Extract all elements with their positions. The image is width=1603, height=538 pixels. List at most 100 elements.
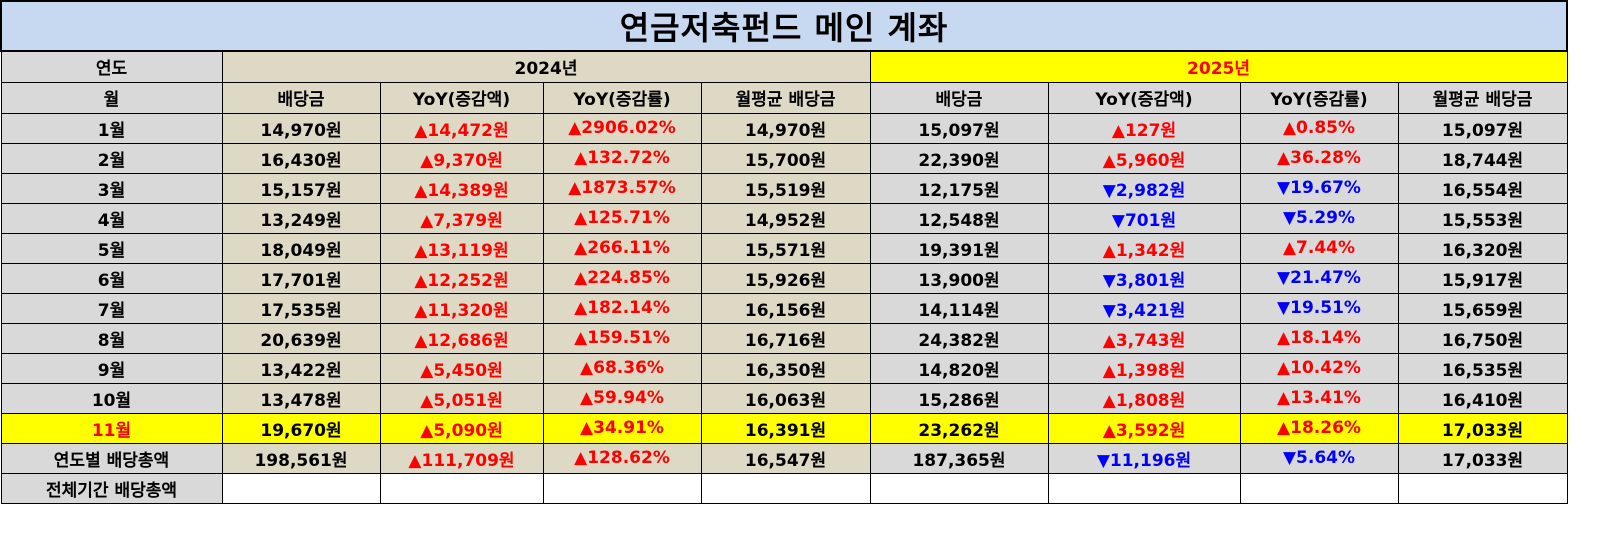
y2024-dividend-cell[interactable]: 18,049원 [221,232,381,264]
y2024-yoy-amount-cell[interactable]: ▲5,450원 [379,352,544,384]
y2024-dividend-cell[interactable]: 20,639원 [221,322,381,354]
y2025-yoy-amount-cell[interactable]: ▲1,398원 [1047,352,1241,384]
y2024-dividend-cell[interactable]: 17,535원 [221,292,381,324]
y2025-yoy-rate-cell[interactable]: ▼5.29% [1239,202,1399,234]
month-label-cell[interactable]: 6월 [0,262,223,294]
empty-cell[interactable] [379,472,544,504]
y2025-yoy-amount-cell[interactable]: ▼3,801원 [1047,262,1241,294]
y2024-yoy-amount-cell[interactable]: ▲14,389원 [379,172,544,204]
y2024-yoy-rate-cell[interactable]: ▲2906.02% [542,112,702,144]
y2025-dividend-cell[interactable]: 23,262원 [869,412,1049,444]
col-2025-yoy-amount[interactable]: YoY(증감액) [1047,81,1241,114]
y2025-dividend-cell[interactable]: 14,114원 [869,292,1049,324]
y2025-yoy-rate-cell[interactable]: ▲10.42% [1239,352,1399,384]
empty-cell[interactable] [1047,472,1241,504]
y2024-dividend-cell[interactable]: 16,430원 [221,142,381,174]
y2024-dividend-cell[interactable]: 14,970원 [221,112,381,144]
y2024-yoy-rate-cell[interactable]: ▲59.94% [542,382,702,414]
y2024-monthly-avg-cell[interactable]: 14,952원 [700,202,871,234]
y2025-yoy-amount-cell[interactable]: ▲1,342원 [1047,232,1241,264]
y2025-monthly-avg-cell[interactable]: 17,033원 [1397,442,1568,474]
empty-cell[interactable] [869,472,1049,504]
y2024-dividend-cell[interactable]: 13,478원 [221,382,381,414]
month-label-cell[interactable]: 11월 [0,412,223,444]
y2024-yoy-rate-cell[interactable]: ▲182.14% [542,292,702,324]
y2025-yoy-amount-cell[interactable]: ▼3,421원 [1047,292,1241,324]
y2024-yoy-amount-cell[interactable]: ▲13,119원 [379,232,544,264]
col-2024-yoy-rate[interactable]: YoY(증감률) [542,81,702,114]
col-2024-monthly-avg[interactable]: 월평균 배당금 [700,81,871,114]
year-label-cell[interactable]: 연도 [0,50,223,83]
y2025-yoy-rate-cell[interactable]: ▼5.64% [1239,442,1399,474]
y2024-yoy-amount-cell[interactable]: ▲12,252원 [379,262,544,294]
y2025-yoy-rate-cell[interactable]: ▲18.14% [1239,322,1399,354]
y2025-yoy-amount-cell[interactable]: ▲1,808원 [1047,382,1241,414]
y2024-yoy-rate-cell[interactable]: ▲68.36% [542,352,702,384]
y2025-monthly-avg-cell[interactable]: 16,320원 [1397,232,1568,264]
col-2024-dividend[interactable]: 배당금 [221,81,381,114]
sheet-title[interactable]: 연금저축펀드 메인 계좌 [0,0,1569,52]
y2024-yoy-amount-cell[interactable]: ▲9,370원 [379,142,544,174]
y2025-monthly-avg-cell[interactable]: 16,750원 [1397,322,1568,354]
y2025-yoy-amount-cell[interactable]: ▲127원 [1047,112,1241,144]
month-label-cell[interactable]: 월 [0,81,223,114]
y2024-monthly-avg-cell[interactable]: 15,700원 [700,142,871,174]
month-label-cell[interactable]: 4월 [0,202,223,234]
y2024-yoy-amount-cell[interactable]: ▲5,090원 [379,412,544,444]
month-label-cell[interactable]: 9월 [0,352,223,384]
y2024-yoy-amount-cell[interactable]: ▲5,051원 [379,382,544,414]
y2025-yoy-rate-cell[interactable]: ▲7.44% [1239,232,1399,264]
y2024-monthly-avg-cell[interactable]: 16,156원 [700,292,871,324]
month-label-cell[interactable]: 5월 [0,232,223,264]
y2024-monthly-avg-cell[interactable]: 15,519원 [700,172,871,204]
y2024-yoy-amount-cell[interactable]: ▲111,709원 [379,442,544,474]
y2024-yoy-amount-cell[interactable]: ▲14,472원 [379,112,544,144]
col-2025-monthly-avg[interactable]: 월평균 배당금 [1397,81,1568,114]
y2024-dividend-cell[interactable]: 19,670원 [221,412,381,444]
col-2024-yoy-amount[interactable]: YoY(증감액) [379,81,544,114]
month-label-cell[interactable]: 10월 [0,382,223,414]
y2025-yoy-rate-cell[interactable]: ▲18.26% [1239,412,1399,444]
y2024-yoy-rate-cell[interactable]: ▲34.91% [542,412,702,444]
y2025-yoy-rate-cell[interactable]: ▼21.47% [1239,262,1399,294]
y2024-yoy-rate-cell[interactable]: ▲159.51% [542,322,702,354]
month-label-cell[interactable]: 1월 [0,112,223,144]
y2025-monthly-avg-cell[interactable]: 16,535원 [1397,352,1568,384]
y2024-monthly-avg-cell[interactable]: 16,063원 [700,382,871,414]
month-label-cell[interactable]: 8월 [0,322,223,354]
y2024-monthly-avg-cell[interactable]: 16,547원 [700,442,871,474]
y2025-yoy-rate-cell[interactable]: ▲36.28% [1239,142,1399,174]
y2025-dividend-cell[interactable]: 14,820원 [869,352,1049,384]
y2025-dividend-cell[interactable]: 15,097원 [869,112,1049,144]
y2025-monthly-avg-cell[interactable]: 15,553원 [1397,202,1568,234]
empty-cell[interactable] [542,472,702,504]
y2025-yoy-rate-cell[interactable]: ▲0.85% [1239,112,1399,144]
y2024-monthly-avg-cell[interactable]: 16,391원 [700,412,871,444]
y2025-yoy-amount-cell[interactable]: ▼11,196원 [1047,442,1241,474]
y2025-monthly-avg-cell[interactable]: 15,917원 [1397,262,1568,294]
y2025-yoy-amount-cell[interactable]: ▲3,592원 [1047,412,1241,444]
y2025-dividend-cell[interactable]: 15,286원 [869,382,1049,414]
y2024-monthly-avg-cell[interactable]: 14,970원 [700,112,871,144]
y2025-dividend-cell[interactable]: 13,900원 [869,262,1049,294]
y2024-dividend-cell[interactable]: 198,561원 [221,442,381,474]
y2025-monthly-avg-cell[interactable]: 18,744원 [1397,142,1568,174]
y2025-monthly-avg-cell[interactable]: 15,659원 [1397,292,1568,324]
year-2024-header[interactable]: 2024년 [221,50,871,83]
col-2025-yoy-rate[interactable]: YoY(증감률) [1239,81,1399,114]
y2024-yoy-rate-cell[interactable]: ▲266.11% [542,232,702,264]
y2025-yoy-rate-cell[interactable]: ▼19.51% [1239,292,1399,324]
y2025-dividend-cell[interactable]: 24,382원 [869,322,1049,354]
y2024-yoy-rate-cell[interactable]: ▲1873.57% [542,172,702,204]
col-2025-dividend[interactable]: 배당금 [869,81,1049,114]
year-2025-header[interactable]: 2025년 [869,50,1568,83]
y2025-yoy-rate-cell[interactable]: ▼19.67% [1239,172,1399,204]
month-label-cell[interactable]: 3월 [0,172,223,204]
y2025-yoy-amount-cell[interactable]: ▲3,743원 [1047,322,1241,354]
month-label-cell[interactable]: 2월 [0,142,223,174]
y2025-dividend-cell[interactable]: 22,390원 [869,142,1049,174]
y2025-dividend-cell[interactable]: 12,175원 [869,172,1049,204]
y2025-monthly-avg-cell[interactable]: 16,554원 [1397,172,1568,204]
y2024-dividend-cell[interactable]: 13,249원 [221,202,381,234]
empty-cell[interactable] [221,472,381,504]
